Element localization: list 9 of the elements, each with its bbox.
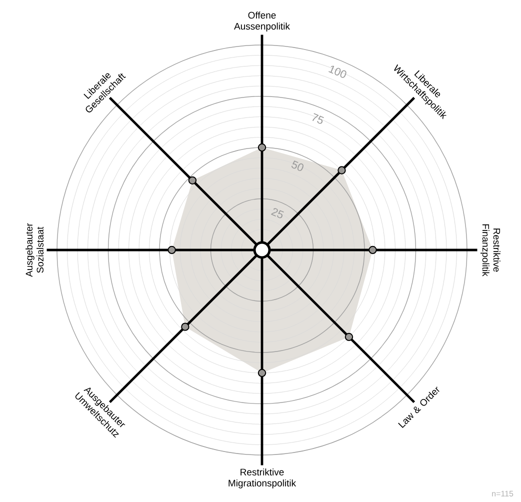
y-tick-label: 25	[271, 208, 284, 218]
spoke-label: Restriktive Finanzpolitik	[480, 224, 500, 276]
y-tick-label: 75	[312, 113, 324, 124]
y-tick-label: 50	[292, 160, 304, 172]
spoke-label: Ausgebauter Sozialstaat	[26, 223, 44, 277]
spoke-label: Restriktive Migrationspolitik	[228, 468, 296, 488]
y-tick-label: 100	[328, 66, 346, 78]
spoke-label: Offene Aussenpolitik	[234, 12, 290, 32]
text: n=115	[492, 490, 514, 496]
